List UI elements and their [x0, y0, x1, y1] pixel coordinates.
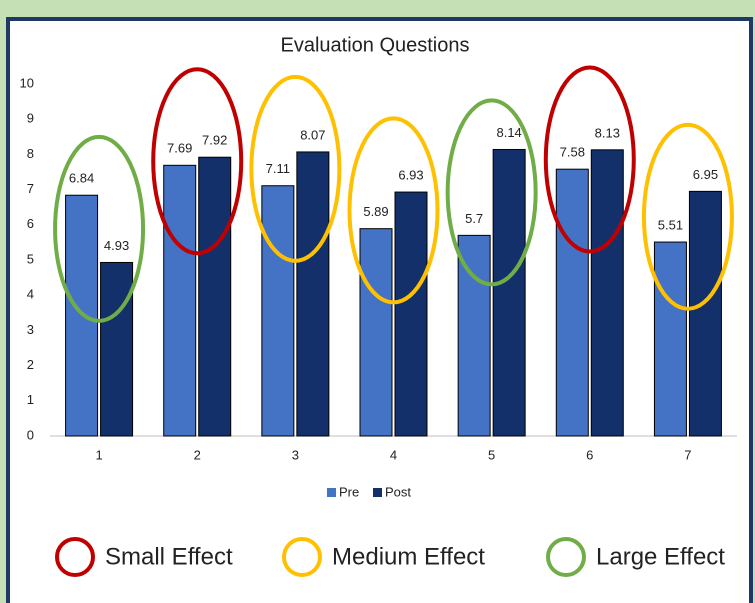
x-tick-label: 4: [390, 447, 397, 462]
effect-ellipse: [151, 67, 244, 256]
x-tick-label: 1: [95, 447, 102, 462]
y-tick-label: 5: [27, 251, 34, 266]
value-label: 6.95: [693, 167, 718, 182]
y-tick-label: 6: [27, 216, 34, 231]
y-tick-label: 0: [27, 427, 34, 442]
x-tick-label: 7: [684, 447, 691, 462]
y-tick-label: 8: [27, 146, 34, 161]
effect-ellipse: [347, 116, 440, 305]
effect-ellipse: [53, 134, 146, 323]
legend-swatch: [327, 488, 336, 497]
value-label: 5.7: [465, 211, 483, 226]
effect-legend-label: Medium Effect: [332, 543, 485, 570]
x-tick-label: 3: [292, 447, 299, 462]
bar: [457, 234, 491, 437]
effect-legend-label: Small Effect: [105, 543, 233, 570]
y-tick-label: 10: [20, 75, 34, 90]
effect-ellipse: [543, 65, 636, 254]
bar: [688, 190, 722, 437]
y-tick-label: 7: [27, 181, 34, 196]
y-tick-label: 1: [27, 392, 34, 407]
effect-ellipse: [445, 98, 538, 287]
value-label: 5.51: [658, 217, 683, 232]
bar: [555, 168, 589, 437]
bar: [296, 151, 330, 437]
y-tick-label: 3: [27, 322, 34, 337]
bar: [653, 241, 687, 437]
bar: [100, 261, 134, 437]
x-tick-label: 5: [488, 447, 495, 462]
effect-ellipse: [249, 74, 342, 263]
legend-label: Pre: [339, 484, 359, 499]
chart-title: Evaluation Questions: [280, 34, 469, 56]
value-label: 7.69: [167, 141, 192, 156]
bar: [261, 185, 295, 437]
value-label: 4.93: [104, 238, 129, 253]
effect-legend-circle: [546, 537, 586, 577]
bar: [394, 191, 428, 437]
y-tick-label: 4: [27, 287, 34, 302]
value-label: 6.93: [398, 168, 423, 183]
y-tick-label: 9: [27, 111, 34, 126]
effect-legend-circle: [282, 537, 322, 577]
value-label: 7.58: [560, 145, 585, 160]
bar: [590, 149, 624, 437]
effect-ellipse: [641, 122, 734, 311]
legend-swatch: [373, 488, 382, 497]
legend-label: Post: [385, 484, 411, 499]
value-label: 8.14: [496, 125, 521, 140]
x-tick-label: 2: [194, 447, 201, 462]
effect-legend-circle: [55, 537, 95, 577]
value-label: 5.89: [363, 204, 388, 219]
value-label: 7.11: [266, 161, 290, 176]
bar: [359, 228, 393, 437]
x-tick-label: 6: [586, 447, 593, 462]
value-label: 6.84: [69, 171, 94, 186]
bar: [492, 148, 526, 437]
bar: [198, 156, 232, 437]
effect-legend-label: Large Effect: [596, 543, 725, 570]
bar: [163, 164, 197, 437]
value-label: 7.92: [202, 133, 227, 148]
y-tick-label: 2: [27, 357, 34, 372]
value-label: 8.07: [300, 127, 325, 142]
value-label: 8.13: [595, 125, 620, 140]
